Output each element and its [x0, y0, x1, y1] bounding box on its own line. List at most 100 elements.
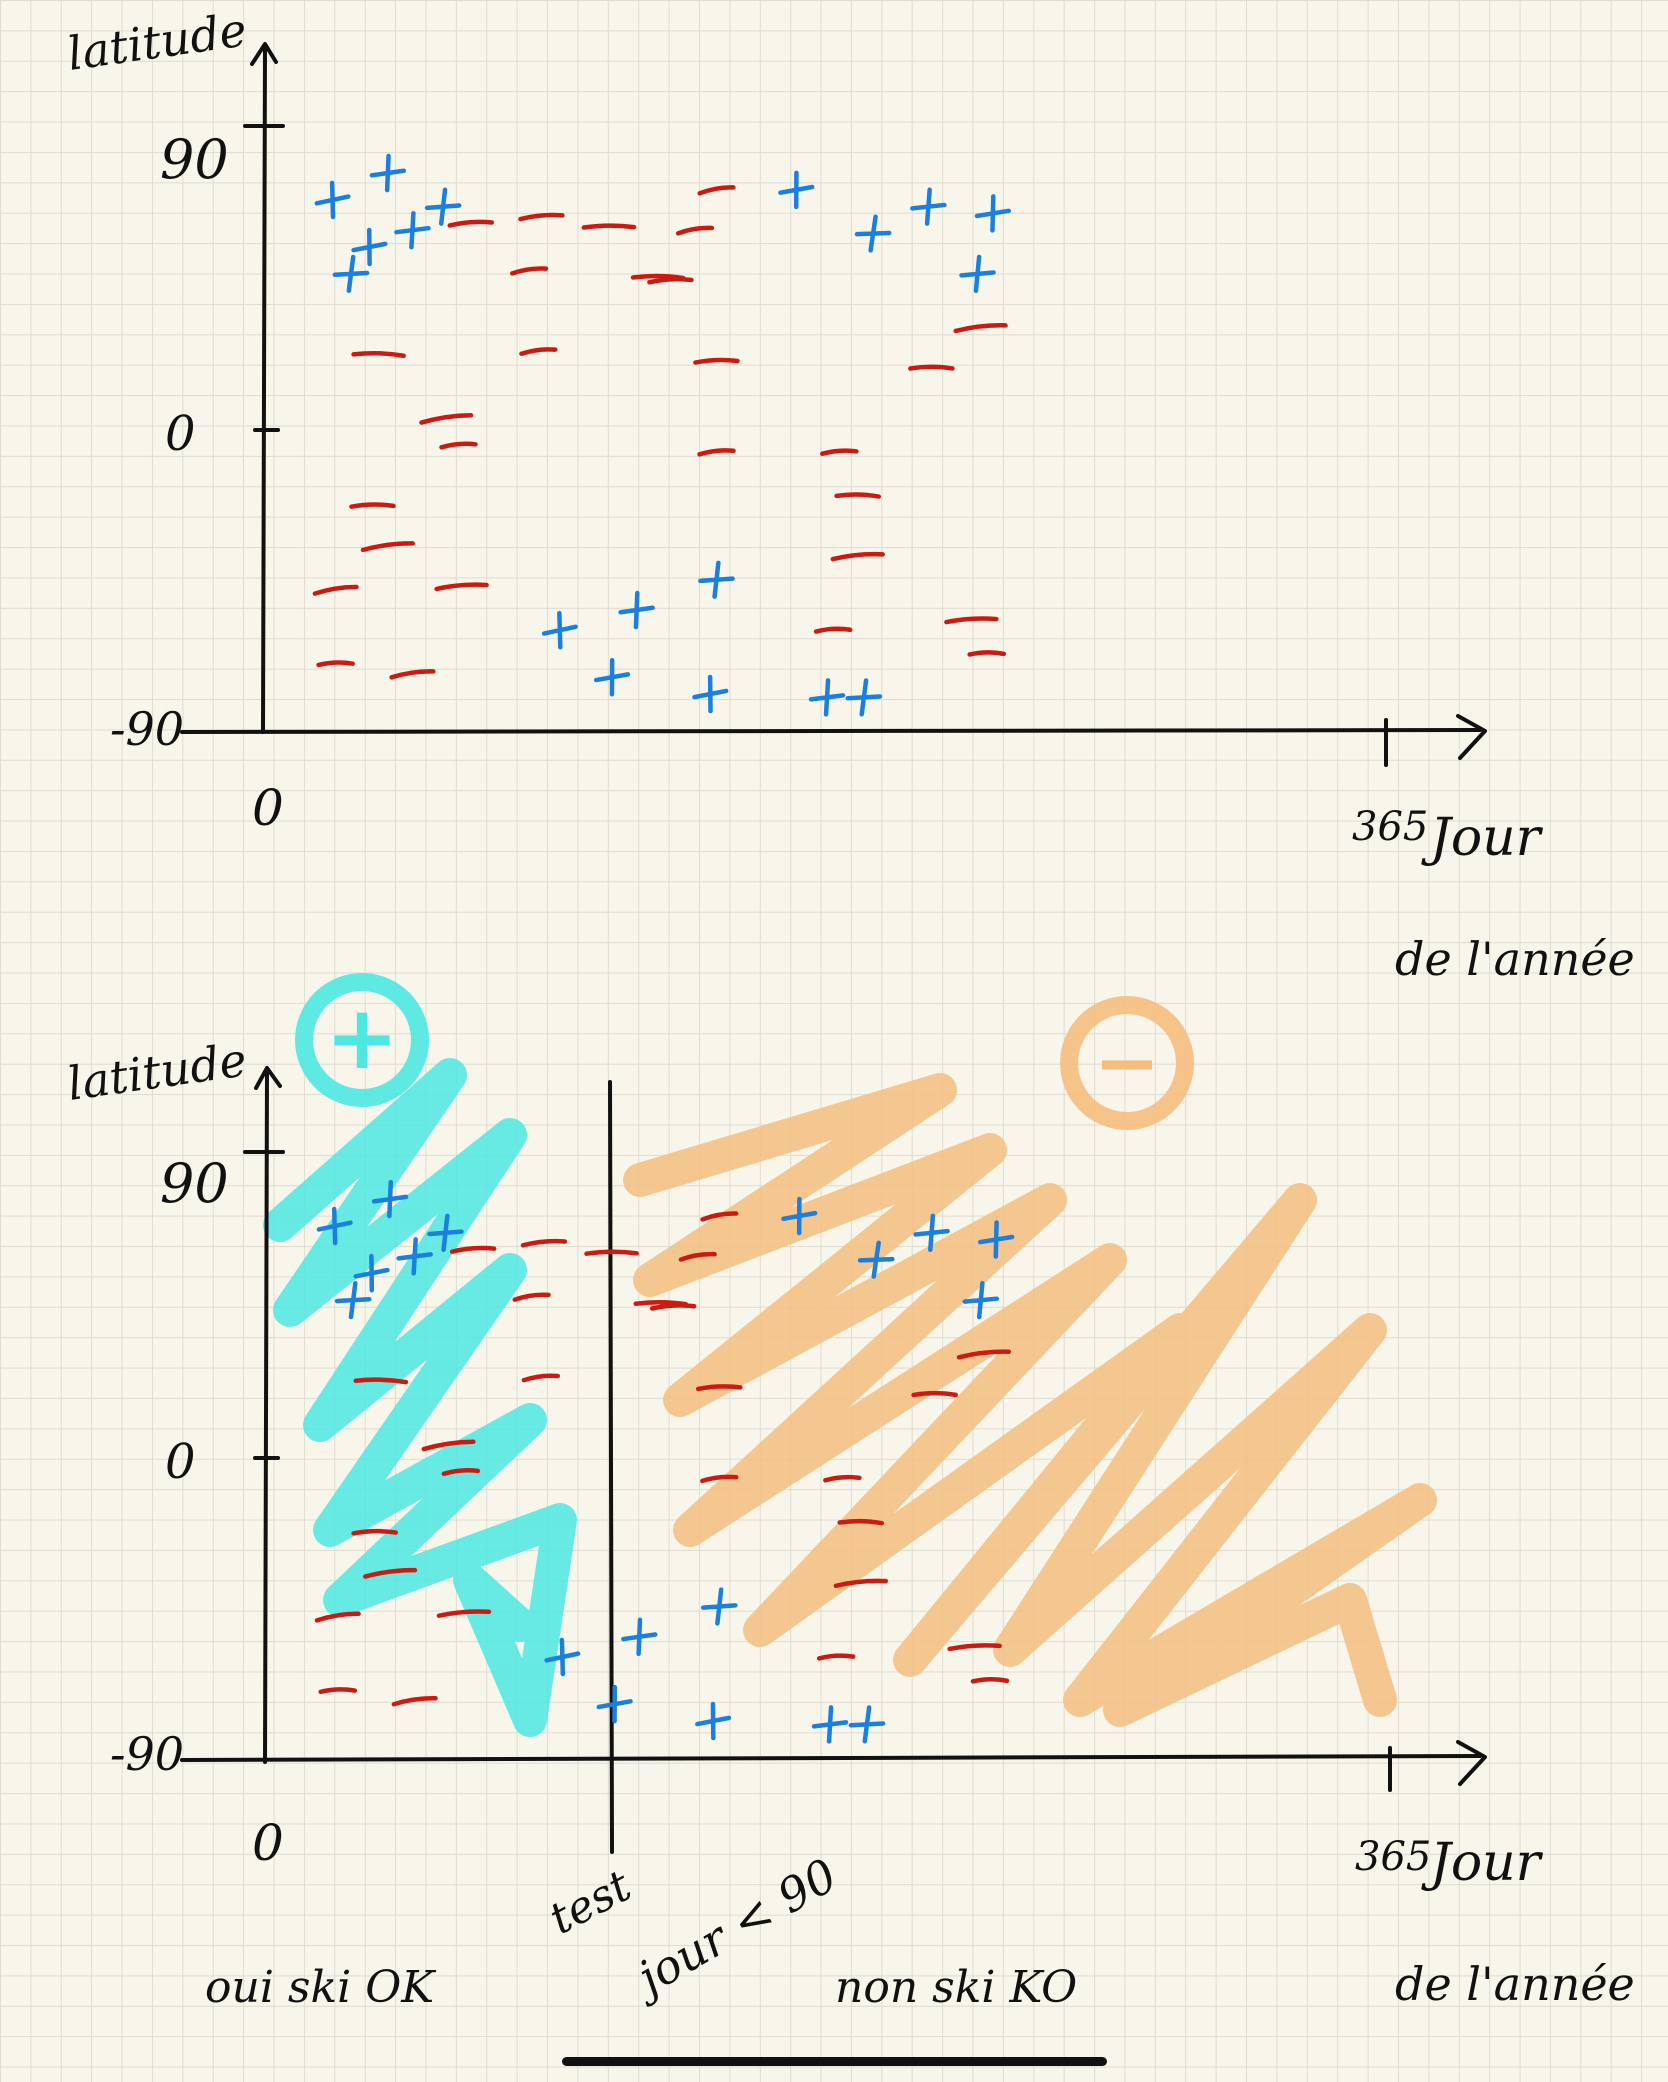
minus-point-top-3: [675, 225, 715, 236]
minus-point-bottom-16: [911, 1390, 958, 1398]
top-y-tick-90: 90: [160, 128, 229, 191]
minus-region-circle: [1060, 996, 1194, 1130]
minus-point-bottom-21: [816, 1653, 856, 1661]
bottom-x-tick-365: 365: [1355, 1834, 1431, 1880]
bottom-chart: + − latitude 90 0 -90 0 365 Jour de l'an…: [64, 973, 1635, 2013]
minus-point-bottom-27: [970, 1677, 1010, 1684]
plus-point-top-12: [618, 590, 655, 630]
cyan-scribble-region: +: [263, 973, 577, 1737]
minus-point-bottom-9: [521, 1373, 561, 1383]
minus-point-bottom-1: [520, 1238, 568, 1248]
minus-point-bottom-4: [449, 1245, 497, 1254]
plus-point-top-14: [692, 674, 729, 714]
minus-point-top-19: [834, 492, 882, 499]
minus-point-bottom-2: [584, 1249, 639, 1256]
minus-point-top-13: [349, 502, 396, 509]
plus-point-bottom-0: [316, 1206, 353, 1246]
minus-point-bottom-0: [700, 1211, 739, 1222]
top-chart: latitude 90 0 -90 0 365 Jour de l'année: [64, 2, 1635, 986]
bottom-y-axis-label: latitude: [64, 1032, 250, 1111]
plus-point-top-5: [332, 254, 370, 294]
minus-point-top-8: [351, 350, 406, 358]
decision-boundary-line: [608, 1080, 614, 1854]
minus-point-bottom-7: [649, 1303, 697, 1311]
minus-point-bottom-10: [695, 1384, 743, 1392]
top-y-axis-arrow: [250, 42, 278, 66]
top-x-axis-arrow: [1456, 714, 1487, 760]
home-indicator[interactable]: [562, 2057, 1107, 2066]
minus-point-top-18: [820, 448, 859, 456]
plus-point-top-10: [959, 254, 996, 294]
plus-point-top-8: [854, 214, 892, 253]
minus-point-top-20: [830, 551, 885, 562]
plus-point-bottom-3: [353, 1253, 390, 1293]
bottom-chart-axes: [180, 1066, 1487, 1854]
minus-point-bottom-19: [837, 1518, 885, 1526]
plus-point-bottom-8: [857, 1240, 895, 1279]
minus-point-bottom-11: [421, 1439, 476, 1452]
minus-point-bottom-24: [318, 1687, 358, 1695]
plus-point-top-17: [593, 657, 631, 697]
test-label: test: [541, 1860, 639, 1945]
minus-point-top-12: [697, 448, 736, 457]
bottom-x-axis-label-line1: Jour: [1421, 1833, 1544, 1893]
plus-point-top-3: [351, 227, 388, 267]
minus-point-top-0: [697, 185, 736, 196]
top-x-axis-label-line2: de l'année: [1395, 932, 1635, 986]
plus-point-bottom-12: [621, 1617, 658, 1657]
plus-point-top-9: [974, 194, 1012, 233]
minus-point-top-9: [519, 347, 558, 357]
minus-point-top-22: [312, 584, 359, 596]
minus-point-bottom-14: [363, 1567, 418, 1579]
test-condition: jour < 90: [621, 1848, 846, 2009]
minus-point-top-6: [510, 266, 549, 276]
minus-point-top-26: [944, 616, 999, 625]
plus-point-top-0: [314, 180, 351, 220]
minus-point-bottom-22: [314, 1611, 361, 1623]
plus-point-top-15: [808, 678, 846, 717]
bottom-x-tick-0: 0: [252, 1814, 284, 1872]
minus-point-top-17: [953, 323, 1008, 334]
minus-point-bottom-12: [700, 1474, 739, 1484]
top-x-axis-label-line1: Jour: [1421, 808, 1544, 868]
bottom-chart-points: [314, 1179, 1015, 1744]
plus-point-top-16: [845, 678, 883, 717]
plus-point-bottom-16: [848, 1705, 886, 1744]
plus-point-bottom-17: [596, 1684, 633, 1724]
plus-point-top-11: [541, 610, 578, 650]
minus-point-top-2: [581, 223, 637, 230]
top-x-axis: [180, 728, 1482, 734]
minus-point-top-1: [518, 212, 565, 222]
plus-point-bottom-2: [427, 1213, 464, 1252]
minus-region-symbol: −: [1093, 1016, 1160, 1109]
minus-point-top-14: [360, 541, 415, 553]
minus-point-top-7: [647, 276, 694, 285]
top-y-axis: [261, 46, 267, 734]
top-chart-points: [312, 153, 1012, 717]
minus-point-top-23: [434, 582, 489, 592]
plus-point-top-4: [394, 210, 431, 250]
plus-point-bottom-14: [695, 1701, 732, 1741]
minus-point-top-15: [439, 441, 478, 450]
plus-region-circle: [295, 973, 429, 1107]
minus-point-bottom-25: [391, 1696, 438, 1707]
right-outcome-label: non ski KO: [835, 1962, 1077, 2013]
top-y-tick-0: 0: [165, 406, 196, 462]
plus-region-symbol: +: [325, 986, 399, 1089]
orange-scribble: [623, 1073, 1437, 1727]
orange-scribble-region: −: [623, 996, 1437, 1727]
plus-point-bottom-13: [700, 1587, 738, 1626]
plus-point-bottom-4: [396, 1237, 433, 1276]
bottom-y-axis: [263, 1068, 269, 1764]
minus-point-bottom-26: [947, 1643, 1002, 1652]
plus-point-bottom-5: [334, 1280, 372, 1320]
plus-point-bottom-9: [978, 1220, 1015, 1259]
minus-point-top-25: [389, 669, 436, 680]
plus-point-bottom-6: [781, 1196, 818, 1236]
minus-point-top-10: [693, 357, 740, 365]
minus-point-bottom-20: [833, 1578, 889, 1589]
top-y-tick-minus90: -90: [110, 702, 184, 756]
top-y-axis-label: latitude: [64, 2, 250, 81]
plus-point-bottom-11: [544, 1637, 581, 1677]
plus-point-bottom-15: [811, 1705, 849, 1744]
